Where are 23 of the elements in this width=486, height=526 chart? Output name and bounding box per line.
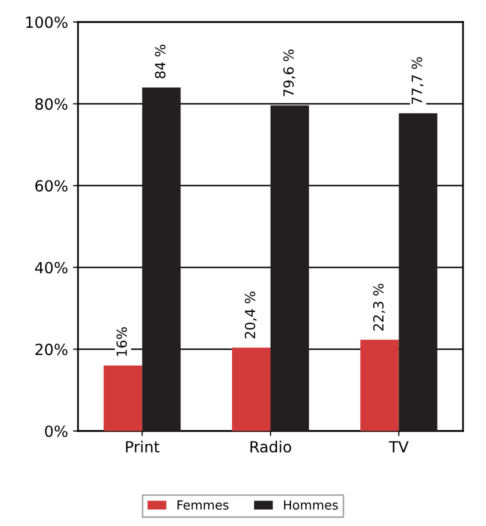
bar [104,366,142,431]
x-tick-label: Print [126,440,160,452]
x-tick-label: Radio [250,440,292,453]
y-tick-label: 100% [26,16,68,28]
data-label: 20,4 % [244,292,257,338]
x-tick-label: TV [388,441,409,452]
bar [142,87,181,431]
data-label: 16% [116,327,127,356]
bar [360,340,399,431]
bar [398,113,438,431]
y-tick-label: 60% [35,180,68,192]
y-tick-label: 0% [45,425,68,438]
y-tick-label: 80% [35,98,68,110]
data-label: 22,3 % [373,284,386,331]
data-label: 84 % [154,44,166,78]
legend-label: Hommes [284,500,338,510]
bar [270,105,309,431]
data-label: 77,7 % [412,57,424,104]
legend-label: Femmes [178,500,228,510]
y-tick-label: 20% [35,344,68,356]
data-label: 79,6 % [283,49,296,96]
y-tick-label: 40% [35,262,68,274]
bar [232,348,270,431]
